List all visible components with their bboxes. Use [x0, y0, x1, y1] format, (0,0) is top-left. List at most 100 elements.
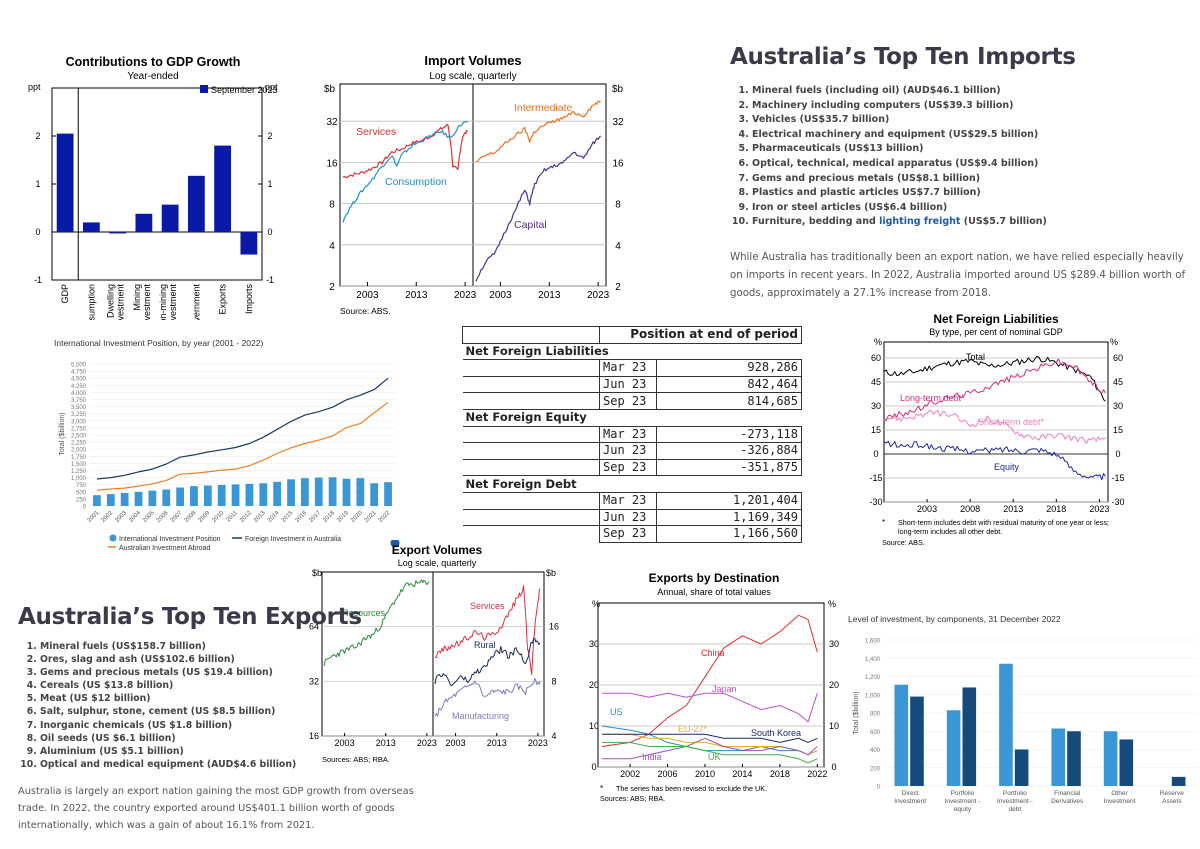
iip-bar — [134, 491, 143, 506]
iip-ytick: 4,750 — [71, 370, 87, 376]
value-cell: 1,166,560 — [656, 525, 802, 543]
iip-bar — [148, 490, 157, 506]
gdp-xtick: Consumption — [86, 284, 96, 320]
level-investment-xtick: Derivatives — [1051, 798, 1084, 805]
import-volumes-xtick: 2003 — [489, 290, 512, 301]
exports-destination-series-line — [601, 614, 818, 747]
exports-destination-label-southkorea: South Korea — [751, 728, 801, 738]
nfl-ytick: -30 — [1111, 497, 1124, 507]
top-imports-item: Machinery including computers (US$39.3 b… — [752, 99, 1190, 114]
import-volumes-ytick: 8 — [615, 200, 621, 211]
iip-ytick: 0 — [83, 505, 87, 511]
export-volumes-unit-left: $b — [312, 568, 322, 578]
period-cell: Mar 23 — [599, 359, 657, 377]
exports-destination-subtitle: Annual, share of total values — [657, 587, 771, 597]
import-volumes-source: Source: ABS. — [340, 306, 391, 316]
header-blank-cell — [462, 326, 600, 344]
gdp-bar — [109, 232, 127, 234]
iip-xtick: 2010 — [211, 510, 225, 524]
level-investment-bar — [1014, 749, 1029, 786]
top-exports-item: Optical and medical equipment (AUD$4.6 b… — [40, 758, 418, 771]
position-table-header: Position at end of period — [462, 326, 802, 344]
gdp-bar — [187, 175, 205, 232]
level-investment-xtick: Portfolio — [951, 790, 975, 797]
top-exports-item: Meat (US $12 billion) — [40, 692, 418, 705]
iip-bar — [356, 478, 365, 506]
iip-legend-abroad: Australian Investment Abroad — [119, 545, 211, 552]
level-investment-ytick: 800 — [870, 712, 881, 718]
import-volumes-chart: Import Volumes Log scale, quarterly $b $b 2 2… — [318, 50, 648, 322]
exports-destination-series-line — [602, 692, 818, 723]
exports-destination-xtick: 2010 — [695, 769, 715, 779]
iip-bar — [370, 483, 379, 506]
iip-ytick: 1,250 — [71, 469, 87, 475]
iip-ylabel: Total ($billion) — [59, 412, 66, 455]
export-volumes-ytick: 8 — [551, 676, 556, 686]
import-volumes-ytick: 8 — [329, 200, 335, 211]
level-investment-bar — [910, 696, 924, 786]
export-volumes-unit-right: $b — [546, 568, 556, 578]
top-imports-item-text: Furniture, bedding and — [752, 216, 880, 228]
iip-ytick: 4,250 — [71, 384, 87, 390]
level-investment-xtick: Direct — [902, 790, 919, 797]
top-imports-item: Electrical machinery and equipment (US$2… — [752, 128, 1190, 143]
top-exports-item: Ores, slag and ash (US$102.6 billion) — [40, 653, 418, 666]
nfl-series-line — [883, 410, 1106, 445]
iip-bar — [287, 479, 295, 506]
exports-destination-label-us: US — [610, 707, 623, 717]
export-volumes-xtick: 2023 — [417, 738, 437, 748]
exports-destination-title: Exports by Destination — [649, 571, 780, 585]
nfl-series-line — [883, 440, 1106, 481]
export-volumes-series-line — [434, 677, 541, 717]
level-investment-xtick: Investment - — [945, 798, 981, 805]
table-row: Mar 23 -273,118 — [462, 425, 802, 444]
lighting-freight-link[interactable]: lighting freight — [879, 216, 961, 228]
top-imports-paragraph: While Australia has traditionally been a… — [730, 251, 1186, 299]
iip-ytick: 3,500 — [71, 405, 87, 411]
level-investment-xtick: Investment — [894, 798, 926, 805]
period-cell: Jun 23 — [599, 375, 657, 394]
iip-ytick: 250 — [76, 497, 87, 503]
iip-ytick: 1,750 — [71, 455, 87, 461]
import-volumes-unit-left: $b — [324, 84, 336, 95]
gdp-xtick: Government — [191, 284, 201, 320]
exports-destination-label-japan: Japan — [712, 684, 737, 694]
top-exports-title: Australia’s Top Ten Exports — [18, 604, 362, 630]
row-spacer-cell — [462, 375, 600, 393]
exports-destination-xtick: 2002 — [620, 769, 640, 779]
iip-bar — [120, 492, 129, 506]
nfl-chart: Net Foreign Liabilities By type, per cent… — [866, 312, 1136, 552]
level-investment-ytick: 0 — [877, 785, 881, 791]
level-investment-ytick: 1,200 — [865, 675, 881, 681]
import-volumes-xtick: 2023 — [587, 290, 610, 301]
iip-ytick: 2,500 — [71, 434, 87, 440]
import-volumes-ytick: 4 — [615, 241, 621, 252]
nfl-source: Source: ABS. — [882, 538, 925, 547]
iip-series-line — [96, 401, 389, 491]
export-volumes-ytick: 64 — [309, 622, 319, 632]
gdp-xtick: Exports — [218, 284, 228, 315]
table-row: Mar 23 928,286 — [462, 359, 802, 377]
marker-dot-icon — [390, 538, 400, 548]
exports-destination-ytick: 10 — [829, 721, 839, 731]
import-volumes-xtick: 2013 — [405, 290, 428, 301]
gdp-ytick-right: 2 — [267, 131, 272, 141]
level-investment-ytick: 1,400 — [865, 657, 881, 663]
value-cell: -351,875 — [656, 458, 802, 477]
export-volumes-chart: Export Volumes Log scale, quarterly $b $b 16… — [306, 538, 576, 770]
level-investment-bar — [962, 687, 977, 786]
period-cell: Mar 23 — [599, 425, 657, 444]
iip-xtick: 2011 — [226, 510, 240, 524]
value-cell: 842,464 — [656, 375, 802, 394]
level-investment-chart: Level of investment, by components, 31 D… — [846, 608, 1200, 816]
nfl-ytick: 0 — [873, 449, 878, 459]
export-volumes-ytick: 16 — [309, 731, 319, 741]
iip-bar — [384, 482, 392, 506]
top-imports-item: Mineral fuels (including oil) (AUD$46.1 … — [752, 84, 1190, 99]
iip-xtick: 2019 — [336, 510, 350, 524]
export-volumes-series-line — [434, 585, 541, 675]
period-cell: Sep 23 — [599, 392, 657, 410]
iip-bar — [93, 495, 101, 506]
